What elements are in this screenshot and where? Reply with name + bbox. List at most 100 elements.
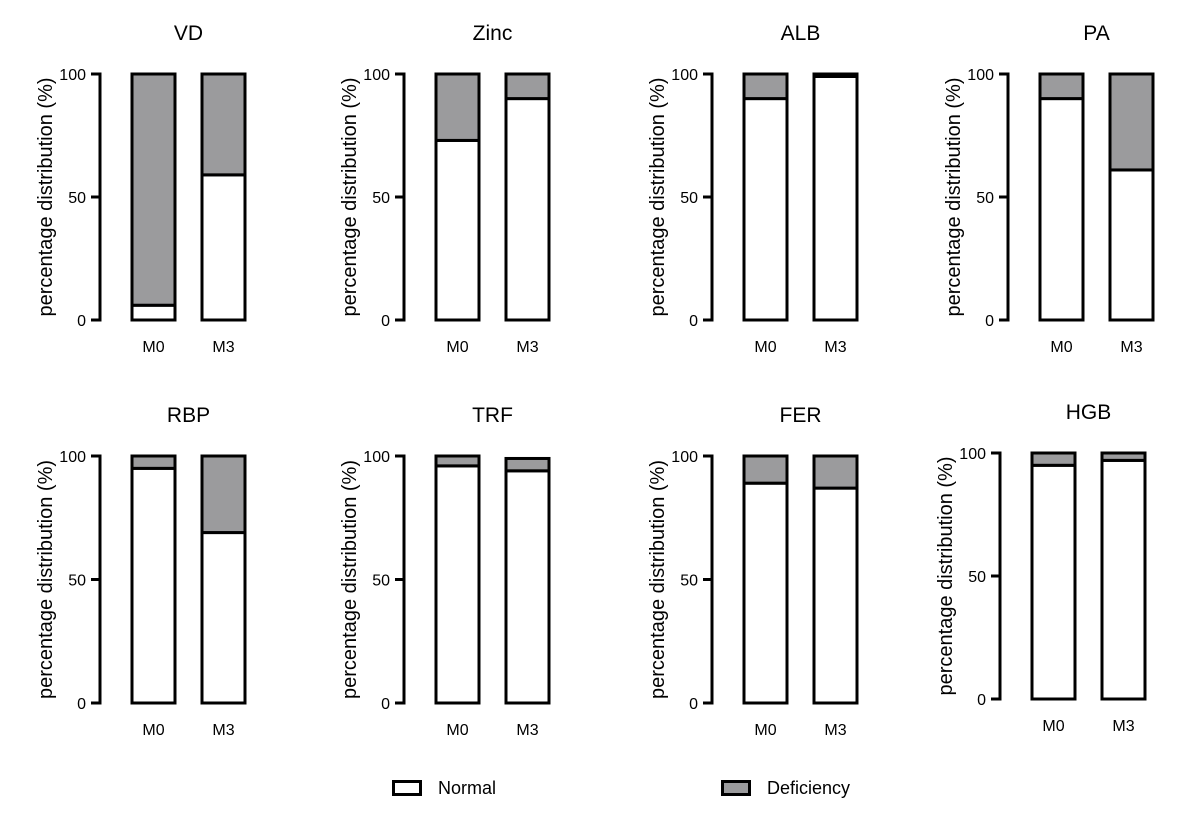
bar-normal-m0 — [130, 466, 177, 705]
chart-title: TRF — [472, 404, 513, 427]
chart-title: Zinc — [473, 22, 513, 45]
bar-normal-m0 — [1030, 463, 1077, 701]
bar-normal-m3 — [812, 74, 859, 322]
bar-normal-m0 — [434, 138, 481, 322]
bar-deficiency-m3 — [812, 72, 859, 78]
bar-deficiency-m3 — [200, 72, 247, 177]
bar-normal-m3 — [200, 531, 247, 705]
y-tick-label: 50 — [680, 190, 698, 207]
x-tick-label: M3 — [212, 339, 234, 356]
y-tick-label: 0 — [985, 313, 994, 330]
panel-alb: ALB percentage distribution (%) 0 50 100 M0 M3 — [647, 22, 859, 356]
x-tick-label: M0 — [754, 339, 776, 356]
bar-deficiency-m3 — [200, 454, 247, 535]
y-axis-label: percentage distribution (%) — [35, 77, 57, 316]
y-axis-label: percentage distribution (%) — [35, 460, 57, 699]
legend-deficiency-label: Deficiency — [767, 777, 851, 798]
y-tick-label: 50 — [968, 569, 986, 586]
legend-deficiency: Deficiency — [721, 776, 850, 800]
bar-deficiency-m3 — [504, 72, 551, 101]
x-tick-label: M0 — [142, 722, 164, 739]
bar-deficiency-m0 — [434, 454, 481, 468]
chart-title: FER — [780, 404, 822, 427]
bar-normal-m0 — [434, 464, 481, 705]
x-tick-label: M3 — [212, 722, 234, 739]
bar-normal-m0 — [742, 481, 789, 705]
panel-hgb: HGB percentage distribution (%) 0 50 100 M0 M3 — [935, 401, 1147, 735]
y-tick-label: 100 — [59, 449, 86, 466]
x-tick-label: M0 — [1042, 718, 1064, 735]
y-tick-label: 100 — [967, 67, 994, 84]
y-tick-label: 100 — [959, 446, 986, 463]
y-tick-label: 50 — [68, 190, 86, 207]
bar-normal-m0 — [742, 97, 789, 322]
x-tick-label: M3 — [1120, 339, 1142, 356]
y-tick-label: 50 — [680, 573, 698, 590]
bar-deficiency-m0 — [742, 454, 789, 485]
legend-deficiency-swatch — [721, 780, 751, 796]
bar-deficiency-m0 — [130, 454, 177, 470]
y-tick-label: 100 — [363, 67, 390, 84]
chart-title: ALB — [781, 22, 821, 45]
y-tick-label: 0 — [77, 313, 86, 330]
y-tick-label: 0 — [381, 313, 390, 330]
bar-deficiency-m3 — [812, 454, 859, 490]
x-tick-label: M3 — [824, 722, 846, 739]
x-tick-label: M0 — [754, 722, 776, 739]
bar-normal-m0 — [130, 303, 177, 322]
chart-title: PA — [1083, 22, 1109, 45]
y-tick-label: 100 — [59, 67, 86, 84]
x-tick-label: M3 — [824, 339, 846, 356]
bar-deficiency-m0 — [130, 72, 177, 307]
x-tick-label: M3 — [516, 722, 538, 739]
y-tick-label: 50 — [68, 573, 86, 590]
legend-normal-swatch — [392, 780, 422, 796]
y-tick-label: 100 — [671, 449, 698, 466]
legend-normal-label: Normal — [438, 777, 497, 798]
panel-zinc: Zinc percentage distribution (%) 0 50 100 M0 M… — [339, 22, 551, 356]
y-tick-label: 50 — [372, 190, 390, 207]
y-tick-label: 0 — [689, 696, 698, 713]
bar-deficiency-m3 — [504, 456, 551, 473]
chart-title: HGB — [1066, 401, 1112, 424]
bar-deficiency-m0 — [1038, 72, 1085, 101]
panel-pa: PA percentage distribution (%) 0 50 100 M0 M3 — [943, 22, 1155, 356]
y-tick-label: 0 — [977, 692, 986, 709]
bar-normal-m0 — [1038, 97, 1085, 322]
bar-deficiency-m3 — [1100, 451, 1147, 462]
x-tick-label: M0 — [1050, 339, 1072, 356]
x-tick-label: M3 — [1112, 718, 1134, 735]
x-tick-label: M0 — [446, 339, 468, 356]
bar-normal-m3 — [812, 486, 859, 705]
chart-title: VD — [174, 22, 203, 45]
bar-normal-m3 — [504, 97, 551, 322]
y-axis-label: percentage distribution (%) — [339, 460, 361, 699]
bar-deficiency-m0 — [1030, 451, 1077, 467]
bar-deficiency-m3 — [1108, 72, 1155, 172]
panel-rbp: RBP percentage distribution (%) 0 50 100 M0 M3 — [35, 404, 247, 739]
y-tick-label: 50 — [976, 190, 994, 207]
bar-normal-m3 — [1100, 458, 1147, 701]
bar-deficiency-m0 — [742, 72, 789, 101]
x-tick-label: M0 — [142, 339, 164, 356]
bar-normal-m3 — [200, 173, 247, 322]
bar-normal-m3 — [1108, 168, 1155, 322]
y-axis-label: percentage distribution (%) — [647, 77, 669, 316]
y-axis-label: percentage distribution (%) — [647, 460, 669, 699]
bar-normal-m3 — [504, 469, 551, 705]
x-tick-label: M0 — [446, 722, 468, 739]
y-tick-label: 0 — [77, 696, 86, 713]
bar-deficiency-m0 — [434, 72, 481, 142]
y-axis-label: percentage distribution (%) — [943, 77, 965, 316]
y-tick-label: 100 — [363, 449, 390, 466]
y-tick-label: 50 — [372, 573, 390, 590]
y-axis-label: percentage distribution (%) — [935, 456, 957, 695]
panel-fer: FER percentage distribution (%) 0 50 100 M0 M3 — [647, 404, 859, 739]
panel-vd: VD percentage distribution (%) 0 50 100 M0 M3 — [35, 22, 247, 356]
y-tick-label: 0 — [689, 313, 698, 330]
legend-normal: Normal — [392, 776, 496, 800]
chart-title: RBP — [167, 404, 210, 427]
y-tick-label: 100 — [671, 67, 698, 84]
y-axis-label: percentage distribution (%) — [339, 77, 361, 316]
